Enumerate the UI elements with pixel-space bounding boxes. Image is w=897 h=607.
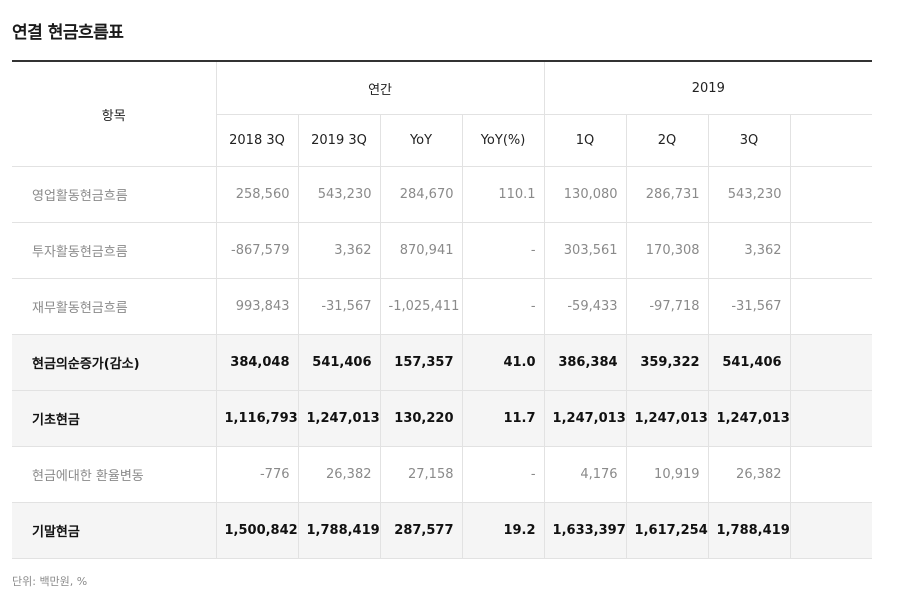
table-cell: 41.0 bbox=[462, 334, 545, 391]
table-cell: - bbox=[462, 278, 545, 335]
table-cell-empty bbox=[790, 222, 873, 279]
table-cell: 19.2 bbox=[462, 502, 545, 559]
table-cell: 993,843 bbox=[216, 278, 299, 335]
table-cell-empty bbox=[790, 166, 873, 223]
column-header: 1Q bbox=[544, 114, 627, 167]
table-cell: -31,567 bbox=[298, 278, 381, 335]
table-cell: 541,406 bbox=[298, 334, 381, 391]
table-cell: 1,788,419 bbox=[298, 502, 381, 559]
column-header: 2019 3Q bbox=[298, 114, 381, 167]
table-row: 현금에대한 환율변동 -776 26,382 27,158 - 4,176 10… bbox=[12, 446, 873, 503]
table-cell: 3,362 bbox=[298, 222, 381, 279]
table-cell: 130,080 bbox=[544, 166, 627, 223]
row-label: 재무활동현금흐름 bbox=[12, 278, 217, 335]
table-cell: 1,788,419 bbox=[708, 502, 791, 559]
table-row: 영업활동현금흐름 258,560 543,230 284,670 110.1 1… bbox=[12, 166, 873, 223]
table-cell: 26,382 bbox=[708, 446, 791, 503]
item-column-header: 항목 bbox=[12, 61, 217, 167]
table-cell-empty bbox=[790, 278, 873, 335]
table-cell: 26,382 bbox=[298, 446, 381, 503]
table-cell: 1,247,013 bbox=[544, 390, 627, 447]
table-cell: -1,025,411 bbox=[380, 278, 463, 335]
column-header: 3Q bbox=[708, 114, 791, 167]
table-cell: -31,567 bbox=[708, 278, 791, 335]
table-cell: 1,247,013 bbox=[298, 390, 381, 447]
table-cell: 4,176 bbox=[544, 446, 627, 503]
unit-note: 단위: 백만원, % bbox=[12, 575, 88, 588]
table-cell-empty bbox=[790, 334, 873, 391]
table-cell: 157,357 bbox=[380, 334, 463, 391]
table-cell: -867,579 bbox=[216, 222, 299, 279]
table-cell: 258,560 bbox=[216, 166, 299, 223]
column-header: 2Q bbox=[626, 114, 709, 167]
table-cell: 1,633,397 bbox=[544, 502, 627, 559]
table-cell: - bbox=[462, 446, 545, 503]
column-header: YoY(%) bbox=[462, 114, 545, 167]
table-cell: 384,048 bbox=[216, 334, 299, 391]
column-header: 2018 3Q bbox=[216, 114, 299, 167]
table-cell: 1,247,013 bbox=[708, 390, 791, 447]
table-cell: 170,308 bbox=[626, 222, 709, 279]
page-title: 연결 현금흐름표 bbox=[12, 23, 124, 43]
table-cell-empty bbox=[790, 390, 873, 447]
table-cell: -59,433 bbox=[544, 278, 627, 335]
table-cell: 870,941 bbox=[380, 222, 463, 279]
table-cell-empty bbox=[790, 446, 873, 503]
table-cell: 359,322 bbox=[626, 334, 709, 391]
row-label: 기초현금 bbox=[12, 390, 217, 447]
table-cell: 287,577 bbox=[380, 502, 463, 559]
table-cell: 286,731 bbox=[626, 166, 709, 223]
table-cell: -776 bbox=[216, 446, 299, 503]
table-cell: 1,247,013 bbox=[626, 390, 709, 447]
header-row-columns: 2018 3Q 2019 3Q YoY YoY(%) 1Q 2Q 3Q bbox=[12, 114, 873, 167]
table-cell: 1,116,793 bbox=[216, 390, 299, 447]
table-cell: 284,670 bbox=[380, 166, 463, 223]
table-cell-empty bbox=[790, 502, 873, 559]
row-label: 현금에대한 환율변동 bbox=[12, 446, 217, 503]
table-cell: 303,561 bbox=[544, 222, 627, 279]
table-cell: 543,230 bbox=[298, 166, 381, 223]
column-header-empty bbox=[790, 114, 873, 167]
table-cell: 10,919 bbox=[626, 446, 709, 503]
table-cell: 541,406 bbox=[708, 334, 791, 391]
table-row-highlight: 기초현금 1,116,793 1,247,013 130,220 11.7 1,… bbox=[12, 390, 873, 447]
table-cell: 11.7 bbox=[462, 390, 545, 447]
table-row-highlight: 기말현금 1,500,842 1,788,419 287,577 19.2 1,… bbox=[12, 502, 873, 559]
table-row: 재무활동현금흐름 993,843 -31,567 -1,025,411 - -5… bbox=[12, 278, 873, 335]
table-cell: 386,384 bbox=[544, 334, 627, 391]
table-cell: 1,500,842 bbox=[216, 502, 299, 559]
table-cell: 110.1 bbox=[462, 166, 545, 223]
row-label: 영업활동현금흐름 bbox=[12, 166, 217, 223]
row-label: 현금의순증가(감소) bbox=[12, 334, 217, 391]
table-cell: 3,362 bbox=[708, 222, 791, 279]
row-label: 투자활동현금흐름 bbox=[12, 222, 217, 279]
table-row: 투자활동현금흐름 -867,579 3,362 870,941 - 303,56… bbox=[12, 222, 873, 279]
row-label: 기말현금 bbox=[12, 502, 217, 559]
table-cell: 543,230 bbox=[708, 166, 791, 223]
table-cell: 27,158 bbox=[380, 446, 463, 503]
header-row-groups: 항목 연간 2019 bbox=[12, 61, 873, 167]
cash-flow-table: 항목 연간 2019 2018 3Q 2019 3Q YoY YoY(%) 1Q… bbox=[12, 60, 873, 559]
table-cell: 1,617,254 bbox=[626, 502, 709, 559]
annual-group-header: 연간 bbox=[216, 61, 545, 115]
table-cell: -97,718 bbox=[626, 278, 709, 335]
table-row-highlight: 현금의순증가(감소) 384,048 541,406 157,357 41.0 … bbox=[12, 334, 873, 391]
column-header: YoY bbox=[380, 114, 463, 167]
table-cell: 130,220 bbox=[380, 390, 463, 447]
table-cell: - bbox=[462, 222, 545, 279]
year-group-header: 2019 bbox=[544, 61, 873, 115]
